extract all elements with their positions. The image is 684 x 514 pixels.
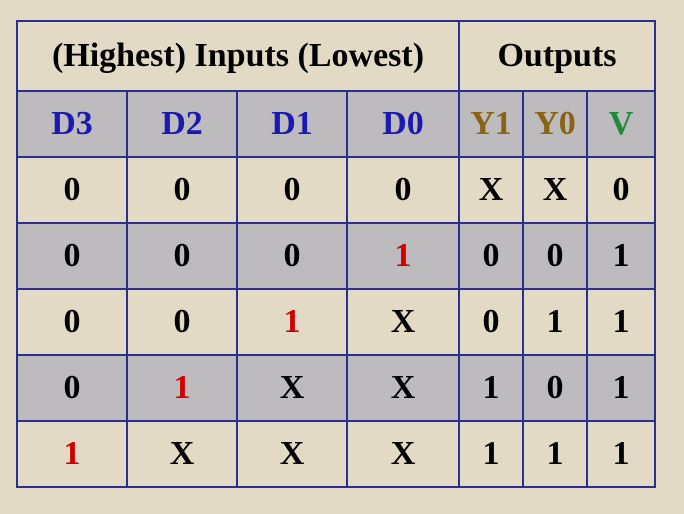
table-cell: 0 xyxy=(16,288,128,356)
table-cell-highlighted: 1 xyxy=(16,420,128,488)
table-row: 0 0 1 X 0 1 1 xyxy=(16,288,656,356)
table-cell: 0 xyxy=(126,288,238,356)
table-row: 0 0 0 0 X X 0 xyxy=(16,156,656,224)
table-cell: X xyxy=(346,354,460,422)
table-row: 1 X X X 1 1 1 xyxy=(16,420,656,488)
table-cell: 0 xyxy=(522,354,588,422)
table-cell: X xyxy=(126,420,238,488)
table-cell: X xyxy=(458,156,524,224)
table-cell: 1 xyxy=(522,288,588,356)
table-row: 0 0 0 1 0 0 1 xyxy=(16,222,656,290)
table-cell: X xyxy=(236,354,348,422)
table-cell: 0 xyxy=(126,156,238,224)
table-row: 0 1 X X 1 0 1 xyxy=(16,354,656,422)
table-cell-highlighted: 1 xyxy=(126,354,238,422)
table-cell: X xyxy=(346,420,460,488)
table-cell: 1 xyxy=(458,420,524,488)
table-cell: 1 xyxy=(586,288,656,356)
table-cell: 0 xyxy=(586,156,656,224)
table-cell: 1 xyxy=(522,420,588,488)
table-cell: 0 xyxy=(458,222,524,290)
table-cell: 0 xyxy=(16,156,128,224)
column-header-v: V xyxy=(586,90,656,158)
table-cell: 1 xyxy=(586,354,656,422)
table-cell: 0 xyxy=(16,222,128,290)
table-cell: 1 xyxy=(458,354,524,422)
column-header-d0: D0 xyxy=(346,90,460,158)
inputs-title: (Highest) Inputs (Lowest) xyxy=(16,20,460,92)
table-cell-highlighted: 1 xyxy=(346,222,460,290)
table-cell: 0 xyxy=(126,222,238,290)
column-header-row: D3 D2 D1 D0 Y1 Y0 V xyxy=(16,90,656,158)
outputs-title: Outputs xyxy=(458,20,656,92)
column-header-d1: D1 xyxy=(236,90,348,158)
priority-encoder-truth-table: (Highest) Inputs (Lowest) Outputs D3 D2 … xyxy=(16,20,656,488)
column-header-d2: D2 xyxy=(126,90,238,158)
table-cell-highlighted: 1 xyxy=(236,288,348,356)
table-cell: 0 xyxy=(236,222,348,290)
column-header-y1: Y1 xyxy=(458,90,524,158)
table-cell: 0 xyxy=(346,156,460,224)
title-row: (Highest) Inputs (Lowest) Outputs xyxy=(16,20,656,92)
table-cell: X xyxy=(522,156,588,224)
table-cell: 0 xyxy=(522,222,588,290)
table-cell: 1 xyxy=(586,420,656,488)
column-header-d3: D3 xyxy=(16,90,128,158)
table-cell: 0 xyxy=(458,288,524,356)
table-cell: 0 xyxy=(16,354,128,422)
column-header-y0: Y0 xyxy=(522,90,588,158)
table-cell: X xyxy=(346,288,460,356)
table-cell: 0 xyxy=(236,156,348,224)
table-cell: X xyxy=(236,420,348,488)
table-cell: 1 xyxy=(586,222,656,290)
